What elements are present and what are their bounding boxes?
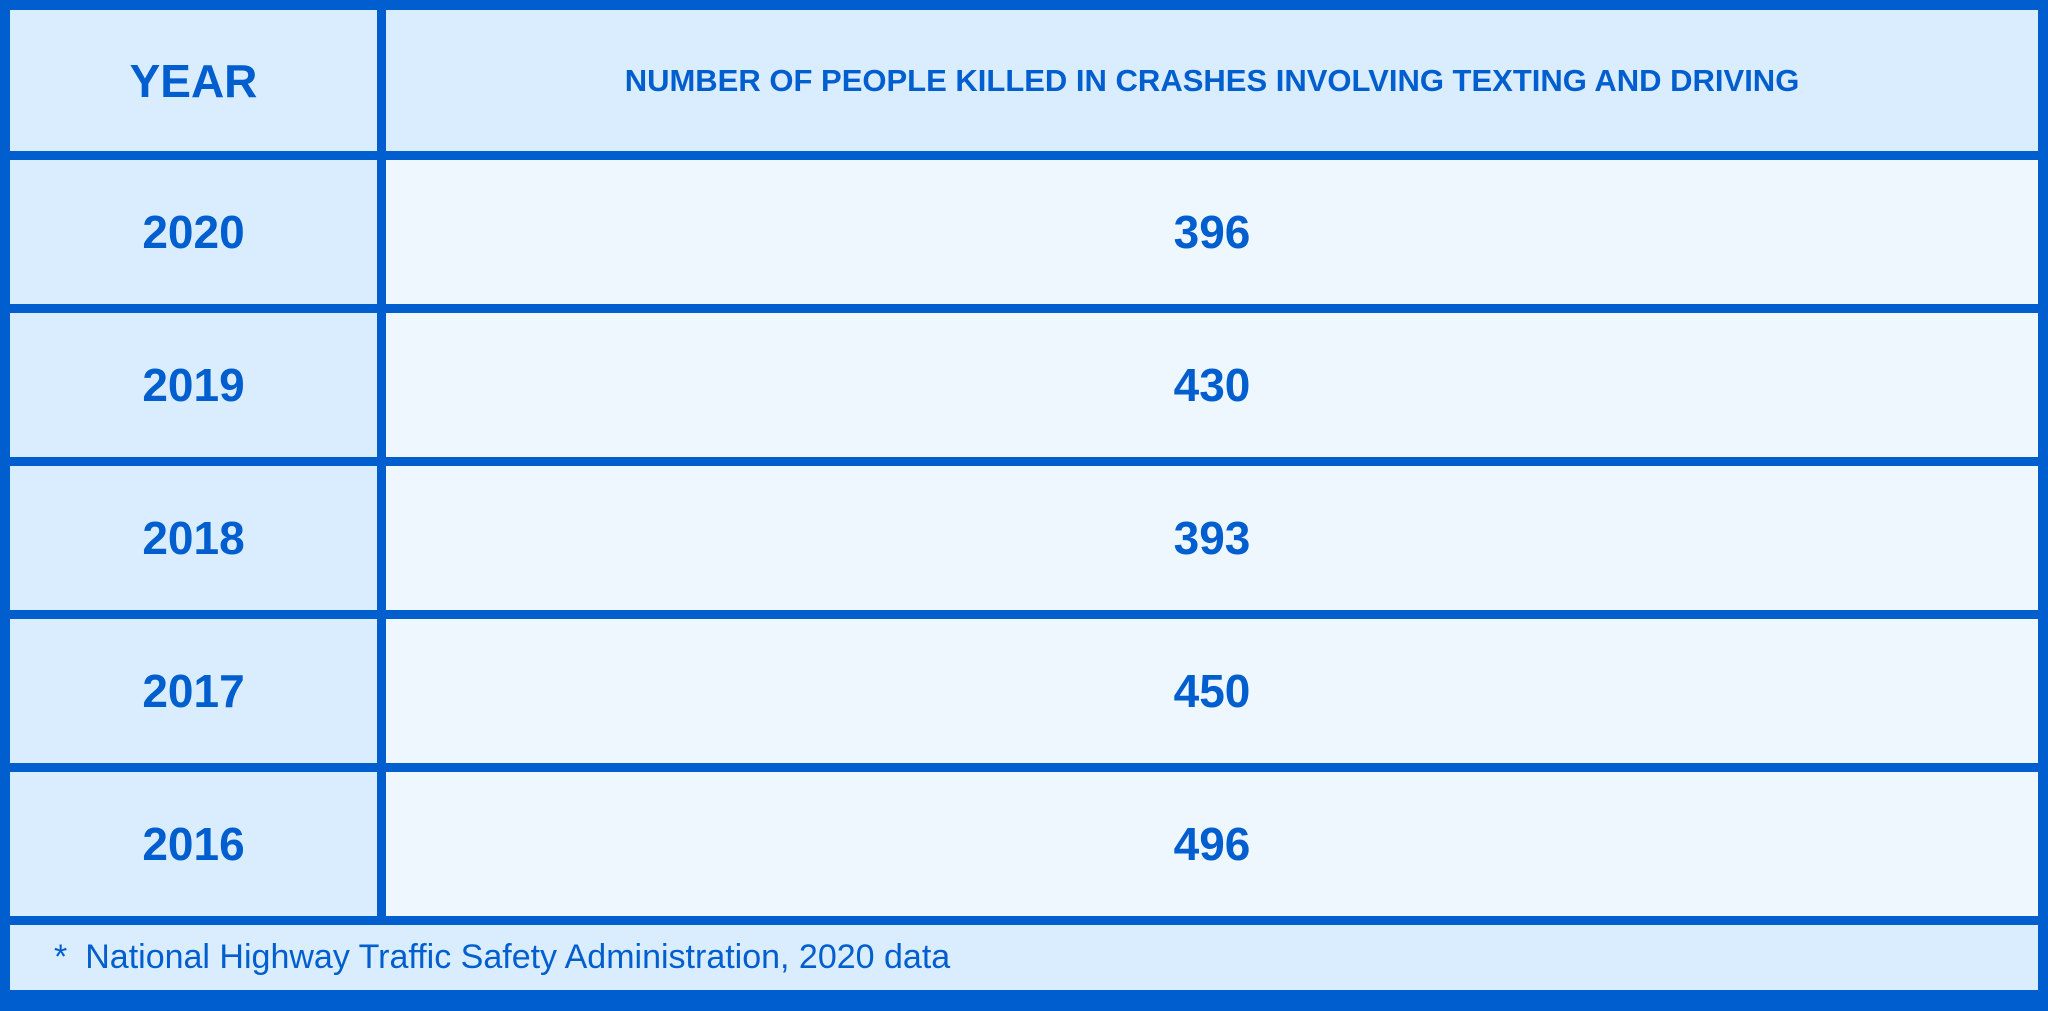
value-cell: 393 [386, 466, 2038, 610]
footnote-text: National Highway Traffic Safety Administ… [85, 938, 951, 976]
header-year: YEAR [10, 10, 377, 151]
footnote: * National Highway Traffic Safety Admini… [10, 925, 2038, 990]
header-value: NUMBER OF PEOPLE KILLED IN CRASHES INVOL… [386, 10, 2038, 151]
value-cell: 430 [386, 313, 2038, 457]
value-cell: 450 [386, 619, 2038, 763]
year-cell: 2018 [10, 466, 377, 610]
year-cell: 2020 [10, 160, 377, 304]
year-cell: 2019 [10, 313, 377, 457]
data-table: YEAR NUMBER OF PEOPLE KILLED IN CRASHES … [10, 10, 2038, 1000]
footnote-marker: * [54, 938, 68, 976]
value-cell: 396 [386, 160, 2038, 304]
year-cell: 2017 [10, 619, 377, 763]
value-cell: 496 [386, 772, 2038, 916]
year-cell: 2016 [10, 772, 377, 916]
